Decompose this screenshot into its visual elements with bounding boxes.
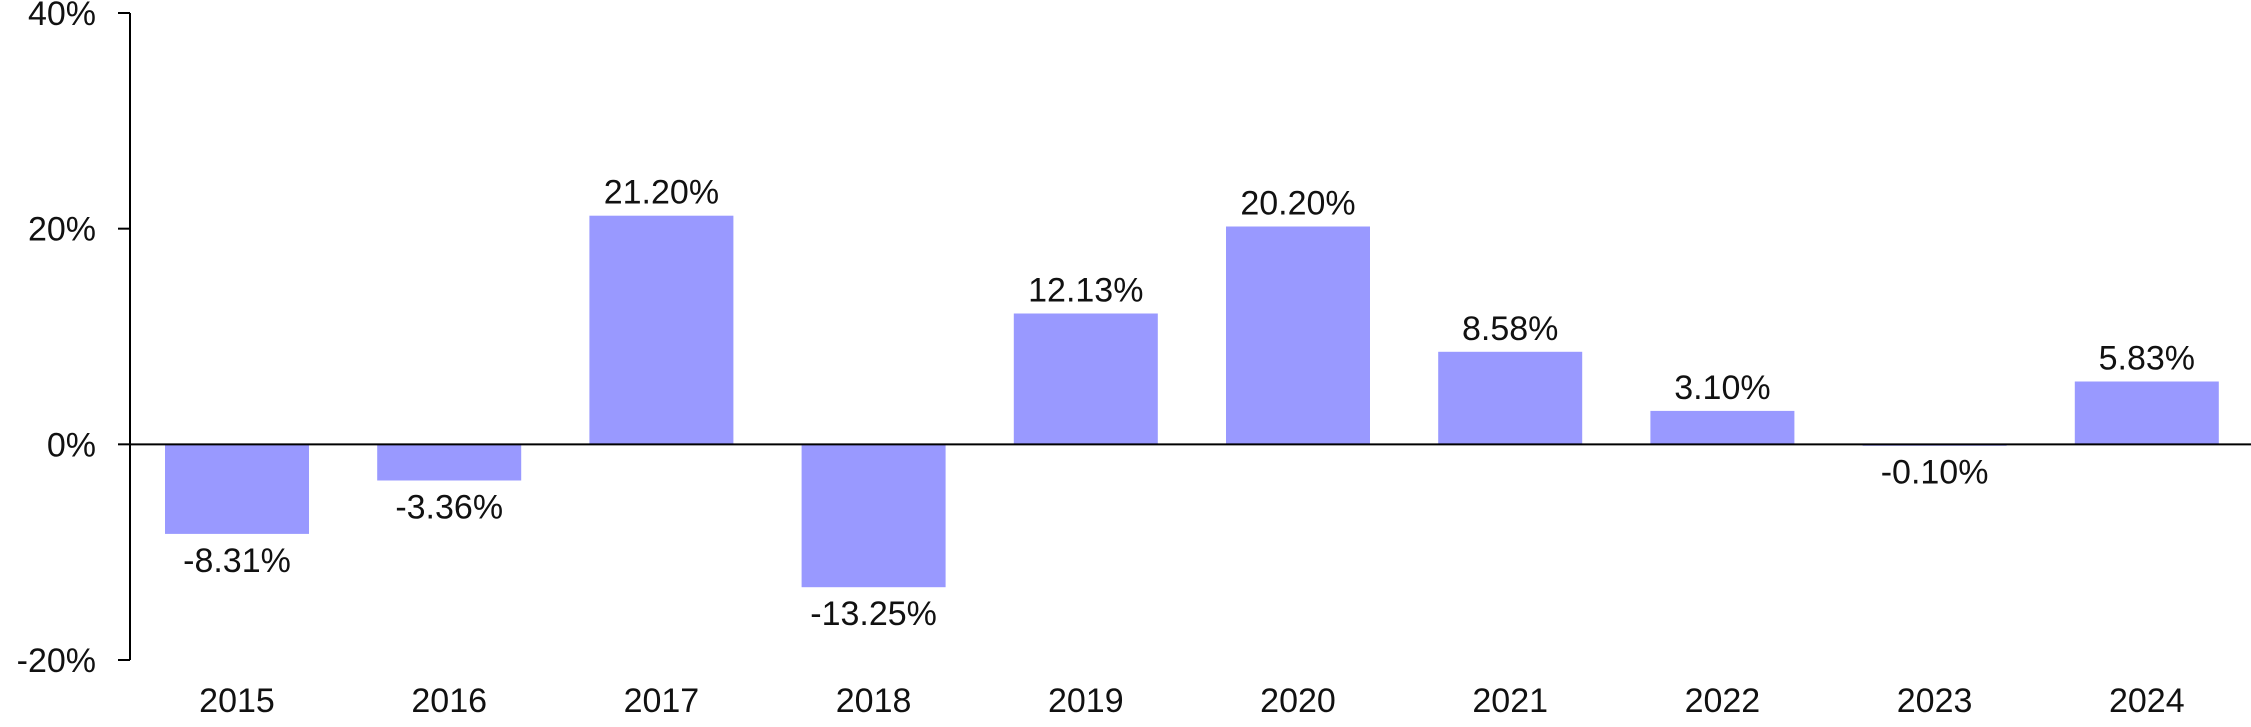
data-label: -0.10% [1881,453,1989,491]
data-label: 3.10% [1674,369,1770,407]
data-label: -8.31% [183,542,291,580]
x-tick-label: 2021 [1472,682,1548,720]
y-tick-label: 0% [47,426,96,464]
bar-2021 [1438,351,1583,445]
data-label: 21.20% [604,174,719,212]
bar-2017 [589,215,734,445]
x-tick-label: 2023 [1897,682,1973,720]
bar-2024 [2074,381,2219,445]
x-tick-label: 2020 [1260,682,1336,720]
bar-2020 [1226,226,1370,445]
data-label: -3.36% [395,489,503,527]
y-tick-label: -20% [17,642,96,680]
x-tick-label: 2022 [1685,682,1761,720]
data-label: 12.13% [1028,272,1143,310]
bar-2018 [801,444,946,588]
x-tick-label: 2016 [411,682,487,720]
bar-2022 [1650,410,1795,445]
bar-2016 [377,444,522,481]
bar-2015 [165,444,309,534]
x-tick-label: 2015 [199,682,275,720]
data-label: 5.83% [2099,340,2195,378]
x-tick-label: 2017 [624,682,700,720]
x-tick-label: 2024 [2109,682,2185,720]
bar-2019 [1013,313,1158,445]
x-tick-label: 2018 [836,682,912,720]
data-label: 20.20% [1240,185,1355,223]
x-tick-label: 2019 [1048,682,1124,720]
data-label: 8.58% [1462,310,1558,348]
y-tick-label: 40% [28,0,96,33]
data-label: -13.25% [810,595,937,633]
y-tick-label: 20% [28,211,96,249]
